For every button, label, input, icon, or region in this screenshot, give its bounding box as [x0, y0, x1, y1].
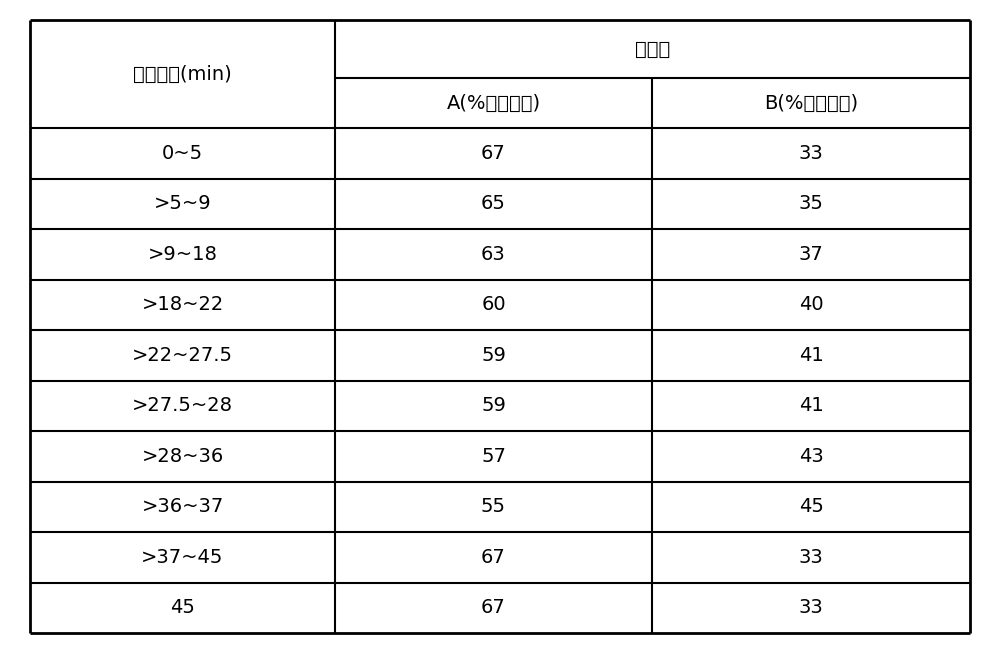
Text: 33: 33: [799, 144, 823, 163]
Text: 33: 33: [799, 598, 823, 617]
Text: 65: 65: [481, 194, 506, 214]
Text: >22~27.5: >22~27.5: [132, 345, 233, 365]
Text: 59: 59: [481, 345, 506, 365]
Text: 0~5: 0~5: [162, 144, 203, 163]
Text: >28~36: >28~36: [141, 447, 224, 466]
Text: 67: 67: [481, 144, 506, 163]
Text: 流动相: 流动相: [635, 39, 670, 59]
Text: 洗脱时间(min): 洗脱时间(min): [133, 65, 232, 84]
Text: >5~9: >5~9: [154, 194, 211, 214]
Text: 63: 63: [481, 245, 506, 264]
Text: 41: 41: [799, 345, 823, 365]
Text: 40: 40: [799, 295, 823, 314]
Text: 57: 57: [481, 447, 506, 466]
Text: 67: 67: [481, 598, 506, 617]
Text: >9~18: >9~18: [148, 245, 217, 264]
Text: >36~37: >36~37: [141, 497, 224, 517]
Text: 59: 59: [481, 396, 506, 415]
Text: >18~22: >18~22: [141, 295, 224, 314]
Text: 37: 37: [799, 245, 823, 264]
Text: A(%，体积比): A(%，体积比): [446, 93, 541, 112]
Text: 45: 45: [799, 497, 823, 517]
Text: 67: 67: [481, 548, 506, 567]
Text: 41: 41: [799, 396, 823, 415]
Text: B(%，体积比): B(%，体积比): [764, 93, 858, 112]
Text: 55: 55: [481, 497, 506, 517]
Text: 33: 33: [799, 548, 823, 567]
Text: 43: 43: [799, 447, 823, 466]
Text: 60: 60: [481, 295, 506, 314]
Text: 35: 35: [799, 194, 823, 214]
Text: 45: 45: [170, 598, 195, 617]
Text: >27.5~28: >27.5~28: [132, 396, 233, 415]
Text: >37~45: >37~45: [141, 548, 224, 567]
